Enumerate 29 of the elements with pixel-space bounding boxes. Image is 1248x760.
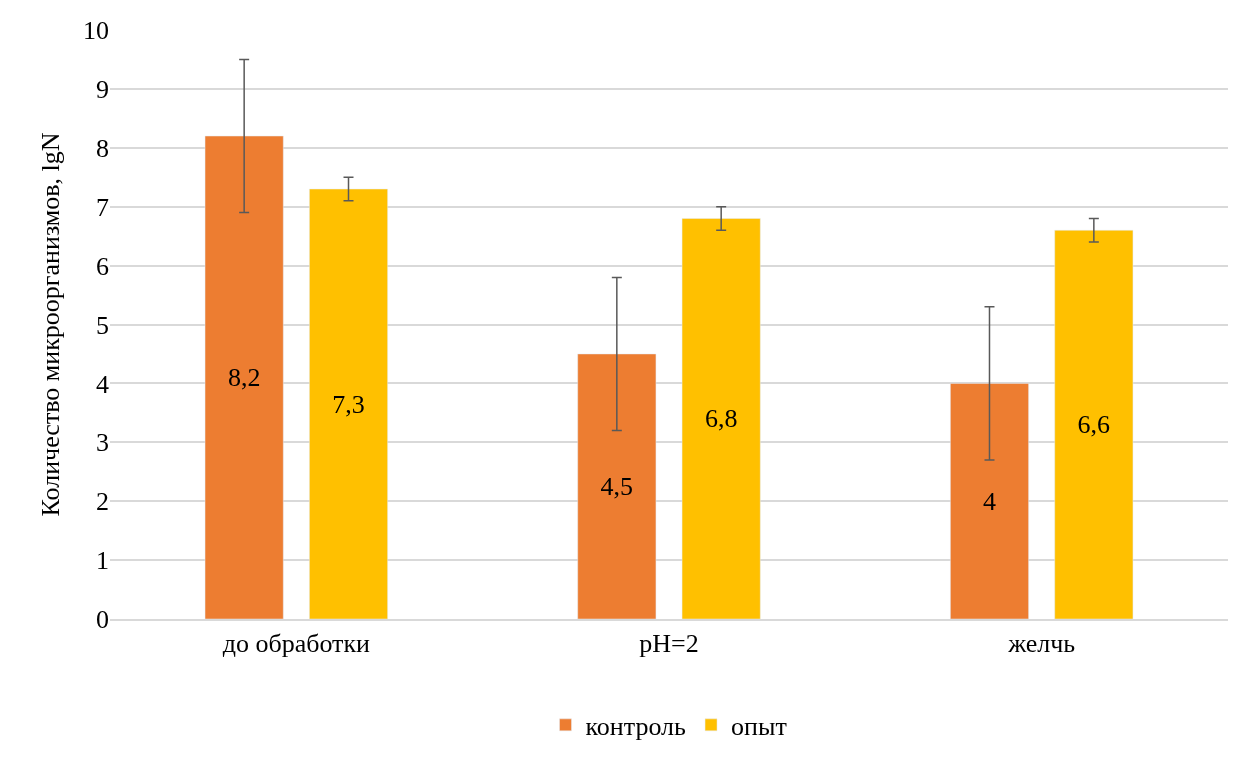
data-label: 4,5: [600, 471, 634, 501]
y-tick-label: 7: [96, 192, 109, 222]
y-tick-label: 2: [96, 487, 109, 517]
data-label: 6,8: [704, 404, 738, 434]
bar: [950, 383, 1029, 619]
bar: [681, 218, 761, 619]
bar: [204, 135, 284, 619]
y-tick-label: 3: [96, 428, 109, 458]
y-tick-label: 1: [96, 546, 109, 576]
data-label: 4: [982, 486, 996, 516]
legend-label: опыт: [731, 712, 787, 741]
y-tick-label: 4: [96, 369, 109, 399]
bar: [309, 188, 388, 619]
y-tick-label: 10: [83, 16, 109, 46]
data-label: 6,6: [1077, 410, 1111, 440]
x-tick-label: до обработки: [222, 628, 371, 658]
y-tick-label: 6: [96, 251, 109, 281]
legend-label: контроль: [585, 712, 687, 741]
data-label: 7,3: [332, 389, 365, 419]
y-tick-label: 0: [96, 605, 109, 635]
x-tick-label: pH=2: [639, 628, 699, 658]
y-tick-label: 9: [96, 75, 109, 104]
y-tick-label: 8: [96, 133, 109, 163]
y-axis-title: Количество микроорганизмов, lgN: [36, 132, 66, 517]
bar: [1054, 230, 1134, 619]
x-tick-label: желчь: [1007, 628, 1076, 658]
data-label: 8,2: [227, 363, 261, 393]
y-tick-label: 5: [96, 310, 109, 340]
bar: [577, 353, 657, 619]
